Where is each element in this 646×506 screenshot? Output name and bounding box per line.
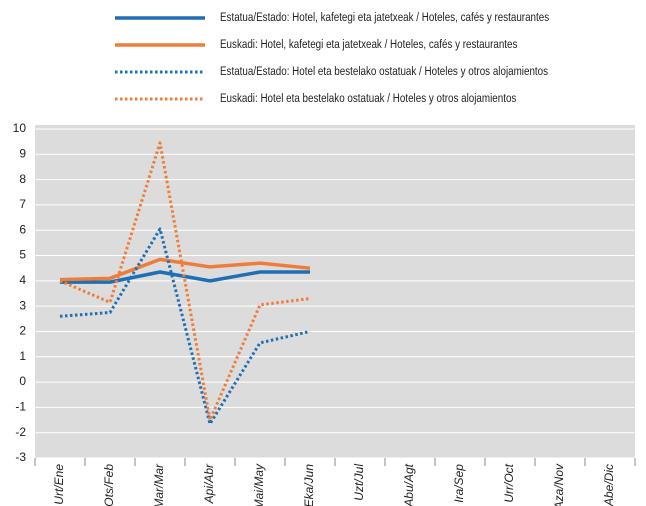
y-tick-label: -3 (15, 450, 26, 464)
x-tick-label: Aza/Nov (552, 463, 566, 506)
y-tick-label: -2 (15, 425, 26, 439)
x-tick-label: Ira/Sep (452, 464, 466, 503)
y-tick-label: 2 (19, 324, 26, 338)
x-tick-label: Abu/Agt (402, 463, 416, 506)
x-tick-label: Urt/Ene (52, 464, 66, 505)
legend-label: Estatua/Estado: Hotel eta bestelako osta… (220, 65, 549, 78)
y-tick-label: -1 (15, 400, 26, 414)
y-tick-label: 3 (19, 298, 26, 312)
x-tick-label: Ots/Feb (102, 464, 116, 506)
y-tick-label: 7 (19, 197, 26, 211)
line-series (59, 227, 311, 426)
line-series (59, 257, 311, 282)
plot-area (35, 125, 635, 458)
x-tick-label: Abe/Dic (602, 464, 616, 506)
line-series (59, 141, 311, 422)
y-tick-label: 5 (19, 248, 26, 262)
legend-label: Euskadi: Hotel eta bestelako ostatuak / … (220, 92, 517, 105)
y-tick-label: 9 (19, 146, 26, 160)
x-tick-label: Eka/Jun (302, 464, 316, 506)
y-tick-label: 6 (19, 222, 26, 236)
y-tick-label: 8 (19, 172, 26, 186)
x-tick-label: Mai/May (252, 463, 266, 506)
x-tick-label: Mar/Mar (152, 463, 166, 506)
y-tick-label: 10 (13, 121, 27, 135)
y-tick-label: 4 (19, 273, 26, 287)
x-tick-label: Urr/Oct (502, 463, 516, 502)
y-tick-label: 0 (19, 374, 26, 388)
x-tick-label: Api/Abr (202, 463, 216, 504)
legend-label: Euskadi: Hotel, kafetegi eta jatetxeak /… (220, 38, 518, 51)
x-tick-label: Uzt/Jul (352, 464, 366, 501)
y-tick-label: 1 (19, 349, 26, 363)
legend-label: Estatua/Estado: Hotel, kafetegi eta jate… (220, 11, 550, 24)
